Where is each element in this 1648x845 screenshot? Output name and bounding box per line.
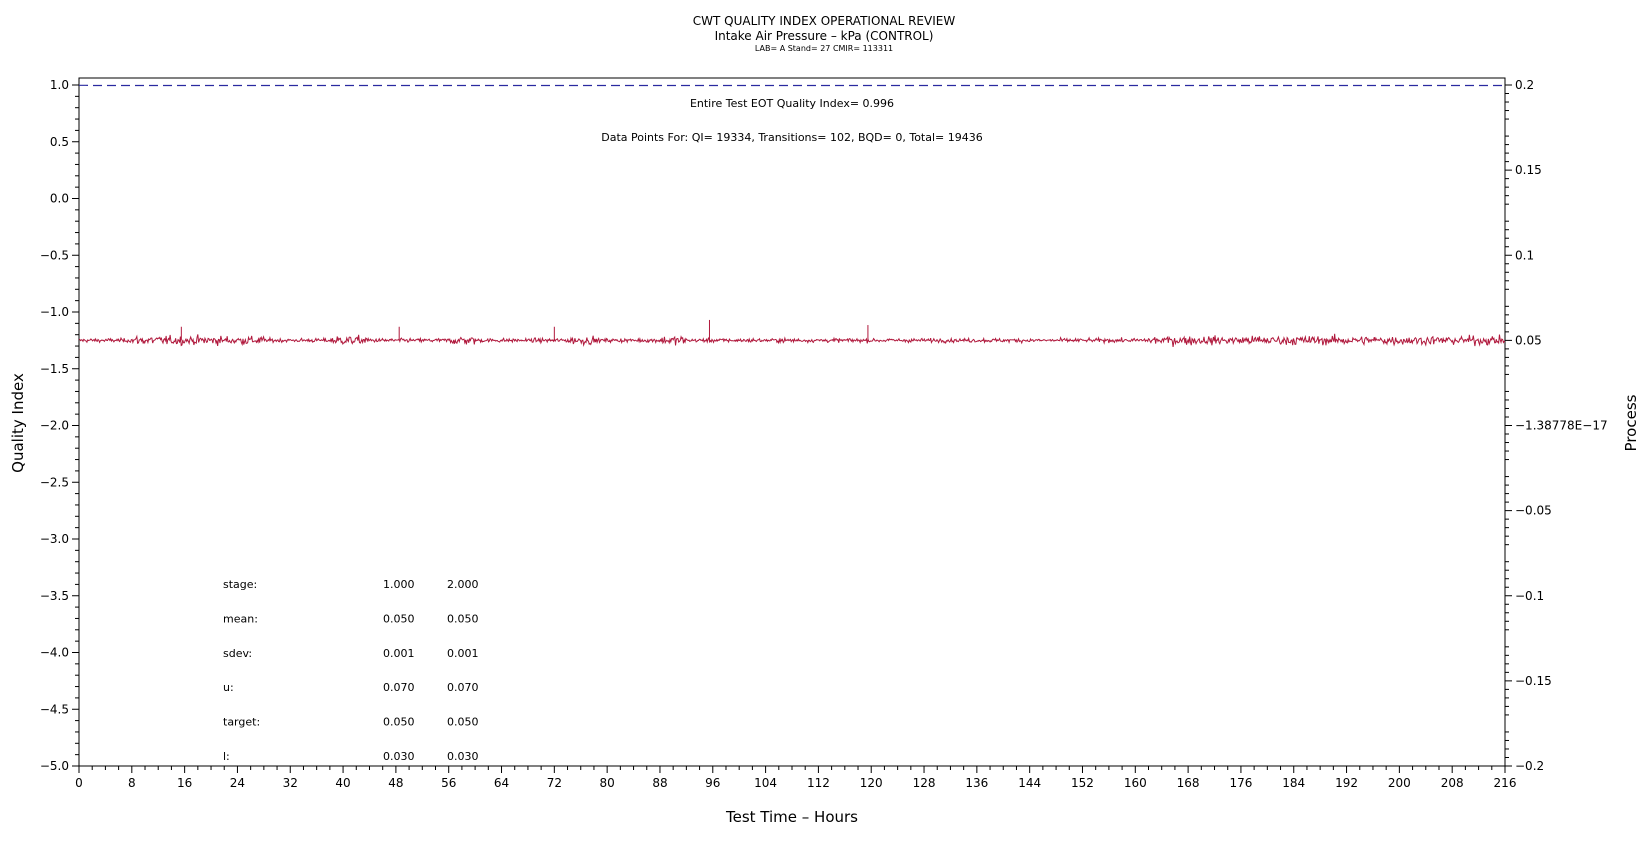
y-right-tick-label: 0.15 — [1515, 163, 1542, 177]
y-left-tick-label: −0.5 — [40, 248, 69, 262]
x-tick-label: 192 — [1335, 776, 1358, 790]
stats-value-stage2: 0.050 — [447, 612, 479, 625]
x-tick-label: 56 — [441, 776, 456, 790]
stats-value-stage2: 0.050 — [447, 716, 479, 729]
y-right-tick-label: 0.1 — [1515, 248, 1534, 262]
y-left-tick-label: −1.5 — [40, 362, 69, 376]
x-tick-label: 216 — [1494, 776, 1517, 790]
stats-value-stage1: 0.050 — [383, 716, 415, 729]
process-line — [78, 333, 1506, 348]
y-left-axis-title: Quality Index — [9, 373, 27, 473]
x-tick-label: 48 — [388, 776, 403, 790]
y-right-axis-title: Process — [1622, 394, 1640, 451]
chart-subtitle: Intake Air Pressure – kPa (CONTROL) — [714, 29, 934, 43]
stats-label: l: — [223, 750, 230, 763]
y-axis-right: 0.2 0.15 0.1 0.05 −1.38778E−17 −0.05 −0.1 −0.15… — [1505, 78, 1608, 773]
y-axis-left: 1.0 0.5 0.0 −0.5 −1.0 −1.5 −2.0 −2.5 −3.0 −3.5 −4.… — [40, 78, 79, 773]
x-tick-label: 8 — [128, 776, 136, 790]
x-tick-label: 80 — [600, 776, 615, 790]
y-right-tick-label: −0.2 — [1515, 759, 1544, 773]
stats-label: stage: — [223, 578, 257, 591]
plot-frame — [78, 77, 1506, 767]
chart-meta: LAB= A Stand= 27 CMIR= 113311 — [754, 44, 894, 53]
x-tick-label: 208 — [1441, 776, 1464, 790]
stats-label: mean: — [223, 612, 258, 625]
stats-table: stage: 1.000 2.000 mean: 0.050 0.050 sdev: 0.00… — [223, 578, 479, 763]
x-axis: 0 8 16 24 32 40 48 56 64 72 80 88 96 104 112 120 128 136 1… — [75, 766, 1516, 790]
x-tick-label: 120 — [860, 776, 883, 790]
x-tick-label: 24 — [230, 776, 245, 790]
stats-value-stage2: 0.030 — [447, 750, 479, 763]
stats-label: u: — [223, 681, 234, 694]
data-points-annotation: Data Points For: QI= 19334, Transitions=… — [601, 131, 983, 144]
y-right-tick-label: −0.05 — [1515, 504, 1552, 518]
y-left-tick-label: −1.0 — [40, 305, 69, 319]
stats-value-stage1: 0.001 — [383, 647, 415, 660]
y-left-tick-label: −3.5 — [40, 589, 69, 603]
y-left-tick-label: −2.0 — [40, 419, 69, 433]
y-left-tick-label: 0.5 — [50, 135, 69, 149]
x-tick-label: 64 — [494, 776, 509, 790]
x-tick-label: 40 — [335, 776, 350, 790]
x-tick-label: 176 — [1229, 776, 1252, 790]
y-left-tick-label: −5.0 — [40, 759, 69, 773]
stats-value-stage1: 1.000 — [383, 578, 415, 591]
x-tick-label: 136 — [965, 776, 988, 790]
x-tick-label: 72 — [547, 776, 562, 790]
stats-value-stage2: 0.001 — [447, 647, 479, 660]
eot-quality-annotation: Entire Test EOT Quality Index= 0.996 — [690, 97, 894, 110]
stats-value-stage1: 0.070 — [383, 681, 415, 694]
x-tick-label: 96 — [705, 776, 720, 790]
x-axis-title: Test Time – Hours — [725, 808, 858, 826]
x-tick-label: 184 — [1282, 776, 1305, 790]
stats-label: target: — [223, 716, 260, 729]
y-left-tick-label: 1.0 — [50, 78, 69, 92]
x-tick-label: 104 — [754, 776, 777, 790]
x-tick-label: 112 — [807, 776, 830, 790]
x-tick-label: 32 — [283, 776, 298, 790]
x-tick-label: 0 — [75, 776, 83, 790]
stats-value-stage2: 0.070 — [447, 681, 479, 694]
x-tick-label: 168 — [1177, 776, 1200, 790]
y-left-tick-label: −3.0 — [40, 532, 69, 546]
x-tick-label: 200 — [1388, 776, 1411, 790]
y-left-tick-label: −4.0 — [40, 646, 69, 660]
x-tick-label: 16 — [177, 776, 192, 790]
stats-value-stage1: 0.050 — [383, 612, 415, 625]
x-tick-label: 144 — [1018, 776, 1041, 790]
x-tick-label: 88 — [652, 776, 667, 790]
y-left-tick-label: −4.5 — [40, 702, 69, 716]
y-right-tick-label: 0.2 — [1515, 78, 1534, 92]
y-right-tick-label: −0.1 — [1515, 589, 1544, 603]
y-left-tick-label: −2.5 — [40, 475, 69, 489]
x-tick-label: 128 — [913, 776, 936, 790]
stats-value-stage1: 0.030 — [383, 750, 415, 763]
process-series — [78, 319, 1506, 348]
y-right-tick-label: −1.38778E−17 — [1515, 419, 1608, 433]
chart-title: CWT QUALITY INDEX OPERATIONAL REVIEW — [692, 14, 956, 28]
x-tick-label: 152 — [1071, 776, 1094, 790]
y-left-tick-label: 0.0 — [50, 192, 69, 206]
stats-label: sdev: — [223, 647, 252, 660]
y-right-tick-label: −0.15 — [1515, 674, 1552, 688]
stats-value-stage2: 2.000 — [447, 578, 479, 591]
x-tick-label: 160 — [1124, 776, 1147, 790]
y-right-tick-label: 0.05 — [1515, 333, 1542, 347]
